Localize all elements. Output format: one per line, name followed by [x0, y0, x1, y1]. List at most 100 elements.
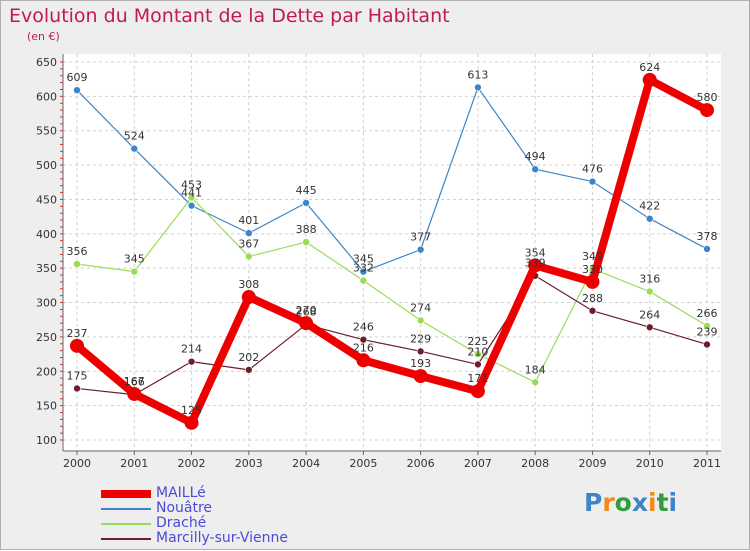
data-label: 356: [67, 245, 88, 258]
y-tick-label: 450: [36, 193, 57, 206]
data-label: 609: [67, 71, 88, 84]
plot-area: [63, 54, 721, 451]
series-line: [76, 86, 708, 273]
data-label: 316: [639, 273, 660, 286]
data-point: [73, 260, 81, 268]
data-label: 378: [697, 230, 718, 243]
data-label: 237: [67, 327, 88, 340]
data-label: 422: [639, 200, 660, 213]
data-label: 345: [124, 253, 145, 266]
data-label: 216: [353, 341, 374, 354]
brand-logo-letter: i: [648, 488, 657, 517]
y-tick-label: 500: [36, 159, 57, 172]
data-point: [70, 338, 84, 353]
data-label: 229: [410, 332, 431, 345]
x-tick-label: 2007: [464, 457, 492, 470]
data-label: 345: [353, 253, 374, 266]
x-tick-label: 2000: [63, 457, 91, 470]
data-point: [642, 72, 657, 87]
data-label: 613: [467, 68, 488, 81]
data-point: [645, 323, 654, 332]
data-label: 202: [238, 351, 259, 364]
data-label: 494: [525, 150, 546, 163]
data-label: 193: [410, 357, 431, 370]
x-tick-label: 2002: [178, 457, 206, 470]
data-label: 239: [697, 325, 718, 338]
data-point: [302, 199, 310, 207]
legend-label: Marcilly-sur-Vienne: [156, 530, 288, 546]
data-point: [241, 290, 256, 305]
data-point: [531, 165, 539, 174]
data-label: 268: [296, 306, 317, 319]
x-tick-label: 2003: [235, 457, 263, 470]
data-label: 266: [697, 307, 718, 320]
data-point: [588, 306, 597, 315]
data-label: 377: [410, 231, 431, 244]
data-label: 624: [639, 61, 660, 74]
data-point: [703, 322, 711, 330]
legend-swatch: [101, 490, 151, 498]
data-point: [130, 144, 139, 153]
data-point: [588, 177, 597, 186]
data-label: 308: [238, 278, 259, 291]
y-tick-label: 400: [36, 228, 57, 241]
data-point: [416, 316, 425, 325]
data-label: 274: [410, 301, 431, 314]
x-tick-label: 2009: [578, 457, 606, 470]
series-line: [76, 275, 708, 396]
data-point: [245, 252, 253, 261]
data-point: [302, 238, 310, 246]
y-tick-label: 650: [36, 56, 57, 69]
data-point: [127, 386, 142, 401]
data-point: [585, 274, 600, 289]
data-label: 580: [697, 91, 718, 104]
data-point: [245, 366, 253, 374]
data-label: 166: [124, 376, 145, 389]
x-tick-label: 2001: [120, 457, 148, 470]
data-label: 270: [296, 304, 317, 317]
data-point: [474, 360, 482, 369]
data-point: [73, 86, 81, 94]
data-label: 339: [525, 257, 546, 270]
brand-logo-letter: o: [614, 488, 632, 517]
data-label: 171: [467, 372, 488, 385]
data-point: [531, 378, 539, 387]
data-label: 330: [582, 263, 603, 276]
data-point: [645, 214, 654, 223]
data-point: [356, 353, 371, 368]
data-label: 388: [296, 223, 317, 236]
legend-item: Marcilly-sur-Vienne: [101, 530, 361, 547]
data-label: 445: [296, 184, 317, 197]
data-point: [187, 357, 196, 366]
data-label: 453: [181, 178, 202, 191]
data-point: [359, 267, 368, 276]
brand-logo-letter: t: [656, 488, 669, 517]
y-tick-label: 100: [36, 434, 57, 447]
data-point: [187, 193, 196, 202]
series-line: [73, 75, 711, 427]
data-label: 367: [238, 237, 259, 250]
data-label: 246: [353, 321, 374, 334]
data-label: 184: [525, 363, 546, 376]
legend-swatch: [101, 538, 151, 540]
legend-item: MAILLé: [101, 485, 361, 502]
data-label: 225: [467, 335, 488, 348]
data-point: [187, 201, 196, 210]
legend-label: Nouâtre: [156, 500, 213, 516]
legend-swatch: [101, 523, 151, 525]
data-label: 264: [639, 308, 660, 321]
data-point: [703, 340, 711, 349]
data-label: 441: [181, 187, 202, 200]
y-tick-label: 600: [36, 90, 57, 103]
data-point: [299, 316, 314, 331]
x-tick-label: 2006: [407, 457, 435, 470]
brand-logo-letter: r: [602, 488, 615, 517]
legend-item: Nouâtre: [101, 500, 361, 517]
data-point: [359, 335, 368, 344]
data-label: 167: [124, 375, 145, 388]
data-point: [645, 287, 654, 296]
x-tick-label: 2005: [349, 457, 377, 470]
data-point: [184, 415, 199, 430]
